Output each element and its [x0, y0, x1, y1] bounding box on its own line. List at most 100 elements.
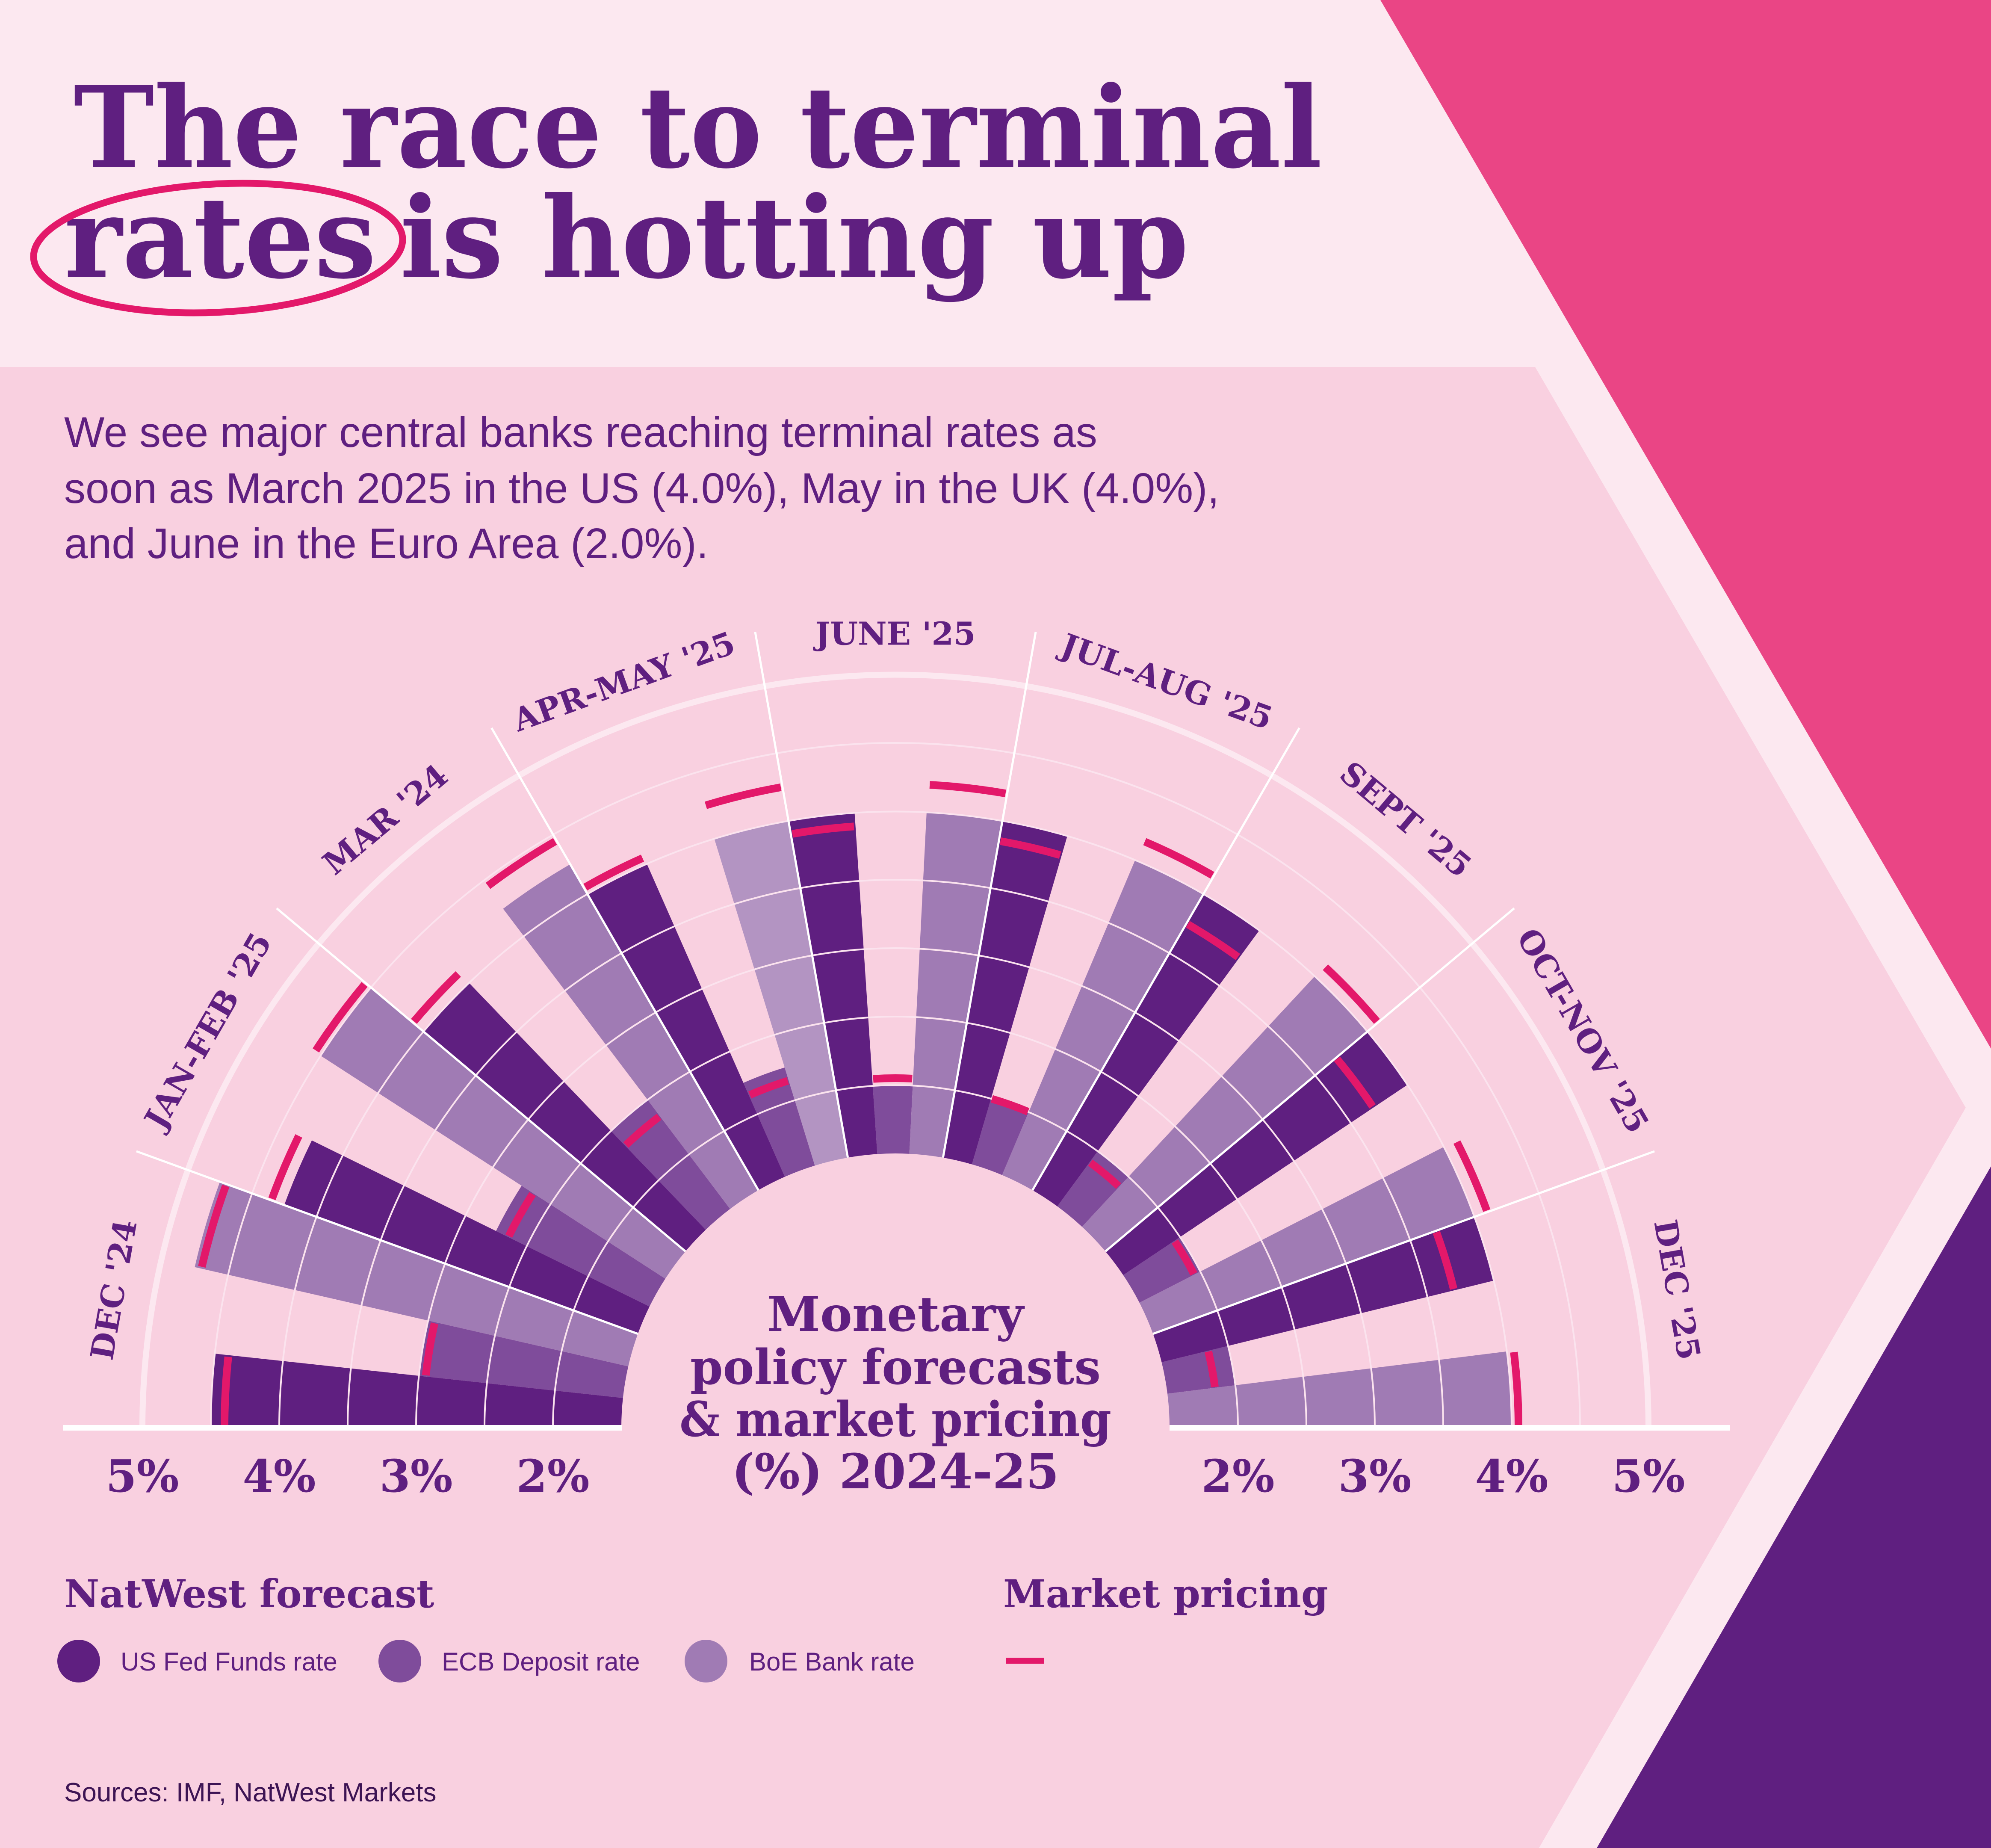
bar-ecb-0 [419, 1320, 629, 1398]
legend-item-ecb: ECB Deposit rate [378, 1640, 640, 1682]
market-pricing-us-0 [221, 1356, 232, 1426]
market-pricing-boe-3 [704, 783, 782, 809]
sources-footnote: Sources: IMF, NatWest Markets [64, 1778, 437, 1807]
sector-divider [276, 907, 686, 1252]
bar-ecb-1 [496, 1186, 665, 1307]
market-pricing-ecb-8 [1204, 1351, 1219, 1388]
bar-boe-4 [909, 812, 1003, 1158]
market-pricing-ecb-1 [505, 1192, 536, 1238]
axis-tick-right: 5% [1612, 1450, 1685, 1502]
bar-boe-8 [1167, 1351, 1512, 1428]
chart-title-line-3: & market pricing [679, 1392, 1111, 1448]
sector-divider [136, 1150, 638, 1335]
market-pricing-boe-8 [1510, 1351, 1522, 1426]
sector-divider [490, 727, 759, 1191]
sector-divider [1105, 907, 1515, 1252]
bar-us-6 [1032, 894, 1260, 1206]
bar-boe-6 [1082, 976, 1368, 1251]
legend-item-us: US Fed Funds rate [57, 1640, 337, 1682]
baseline-right [1170, 1425, 1730, 1431]
legend-heading-market: Market pricing [1003, 1571, 1328, 1617]
market-pricing-ecb-0 [422, 1322, 439, 1376]
axis-tick-left: 4% [242, 1450, 316, 1502]
market-pricing-us-6 [1186, 921, 1241, 960]
chevron-band-top [1347, 0, 1991, 1108]
legend-swatch-boe-icon [685, 1640, 727, 1682]
legend-label-ecb: ECB Deposit rate [442, 1647, 640, 1676]
bar-ecb-6 [1057, 1151, 1129, 1227]
axis-tick-left: 3% [379, 1450, 452, 1502]
grid-layer [136, 632, 1655, 1428]
market-pricing-ecb-2 [623, 1114, 662, 1148]
chevron-band-bottom [1539, 1108, 1991, 1848]
bar-boe-0 [195, 1182, 638, 1366]
grid-ring [347, 879, 1444, 1428]
bar-ecb-3 [743, 1067, 815, 1177]
highlight-circle-icon [30, 180, 406, 316]
market-pricing-us-8 [1433, 1231, 1458, 1290]
bar-boe-1 [320, 987, 685, 1279]
sector-divider [942, 632, 1037, 1158]
chart-title-line-1: Monetary [767, 1286, 1025, 1342]
bars-layer [195, 812, 1512, 1428]
legend: NatWest forecast Market pricing US Fed F… [57, 1571, 1328, 1682]
bar-boe-3 [714, 820, 848, 1166]
market-pricing-us-3 [583, 855, 644, 891]
market-pricing-boe-4 [929, 781, 1006, 798]
grid-ring [278, 810, 1512, 1428]
bar-ecb-4 [872, 1085, 913, 1154]
axis-tick-right: 3% [1338, 1450, 1411, 1502]
page-title-line-2-rest: is hotting up [400, 172, 1189, 304]
bar-us-4 [788, 813, 877, 1158]
axis-tick-right: 2% [1201, 1450, 1274, 1502]
page-title-line-1: The race to terminal [74, 62, 1322, 193]
market-pricing-us-4 [792, 822, 854, 838]
subtitle-line-2: soon as March 2025 in the US (4.0%), May… [64, 464, 1219, 512]
bar-ecb-5 [972, 1098, 1029, 1175]
market-pricing-ecb-6 [1088, 1159, 1122, 1189]
market-pricing-ecb-3 [748, 1077, 789, 1099]
legend-item-boe: BoE Bank rate [685, 1640, 915, 1682]
legend-market-pricing-dash-icon [1006, 1658, 1044, 1664]
axis-tick-right: 4% [1475, 1450, 1548, 1502]
market-pricing-boe-2 [485, 838, 557, 889]
market-pricing-us-7 [1334, 1056, 1376, 1109]
market-pricing-ecb-4 [873, 1074, 913, 1083]
legend-heading-forecast: NatWest forecast [64, 1571, 434, 1617]
bar-boe-5 [1002, 860, 1204, 1190]
baseline-left [63, 1425, 622, 1431]
market-pricing-boe-5 [1143, 838, 1214, 879]
subtitle-line-3: and June in the Euro Area (2.0%). [64, 520, 709, 568]
market-pricing-us-5 [999, 837, 1061, 859]
market-pricing-layer [198, 781, 1522, 1426]
sector-divider [754, 632, 849, 1158]
market-pricing-boe-0 [198, 1184, 230, 1268]
sector-divider [1152, 1150, 1655, 1335]
bar-us-5 [943, 820, 1068, 1165]
market-pricing-boe-1 [313, 982, 368, 1053]
market-pricing-us-1 [268, 1134, 302, 1200]
grid-ring [210, 742, 1581, 1428]
bar-us-7 [1105, 1031, 1408, 1275]
axis-tick-left: 2% [516, 1450, 589, 1502]
bar-us-1 [284, 1140, 650, 1334]
sector-divider [1031, 727, 1300, 1191]
market-pricing-us-2 [411, 971, 461, 1024]
legend-swatch-us-icon [57, 1640, 100, 1682]
grid-ring [484, 1016, 1307, 1428]
bar-us-8 [1153, 1217, 1494, 1363]
axis-tick-left: 5% [106, 1450, 179, 1502]
subtitle-line-1: We see major central banks reaching term… [64, 408, 1097, 456]
market-pricing-boe-6 [1323, 964, 1380, 1024]
market-pricing-boe-7 [1453, 1140, 1491, 1212]
axis-ticks: 5% 4% 3% 2% 2% 3% 4% 5% [106, 1450, 1685, 1502]
bar-us-2 [423, 982, 706, 1251]
bar-boe-2 [503, 864, 759, 1209]
market-pricing-ecb-7 [1171, 1239, 1197, 1276]
chart-title-line-2: policy forecasts [690, 1339, 1101, 1396]
legend-label-boe: BoE Bank rate [749, 1647, 915, 1676]
chart-title-line-4: (%) 2024-25 [732, 1444, 1059, 1500]
grid-ring [415, 947, 1376, 1428]
